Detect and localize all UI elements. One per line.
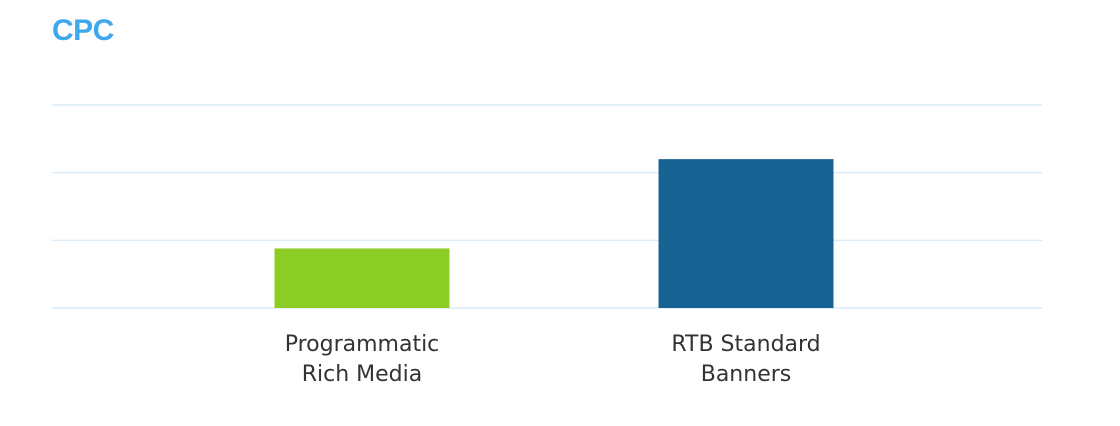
category-label-1: RTB Standard Banners (671, 332, 820, 387)
bar-0 (274, 248, 450, 308)
category-label-line: Programmatic (285, 332, 440, 357)
category-label-0: Programmatic Rich Media (285, 332, 440, 387)
bars-group (274, 159, 834, 308)
chart-title: CPC (52, 14, 114, 47)
category-label-line: Banners (701, 362, 792, 387)
gridlines (52, 104, 1042, 309)
category-labels: Programmatic Rich Media RTB Standard Banner… (285, 332, 821, 387)
category-label-line: Rich Media (302, 362, 423, 387)
bar-1 (658, 159, 834, 308)
category-label-line: RTB Standard (671, 332, 820, 357)
